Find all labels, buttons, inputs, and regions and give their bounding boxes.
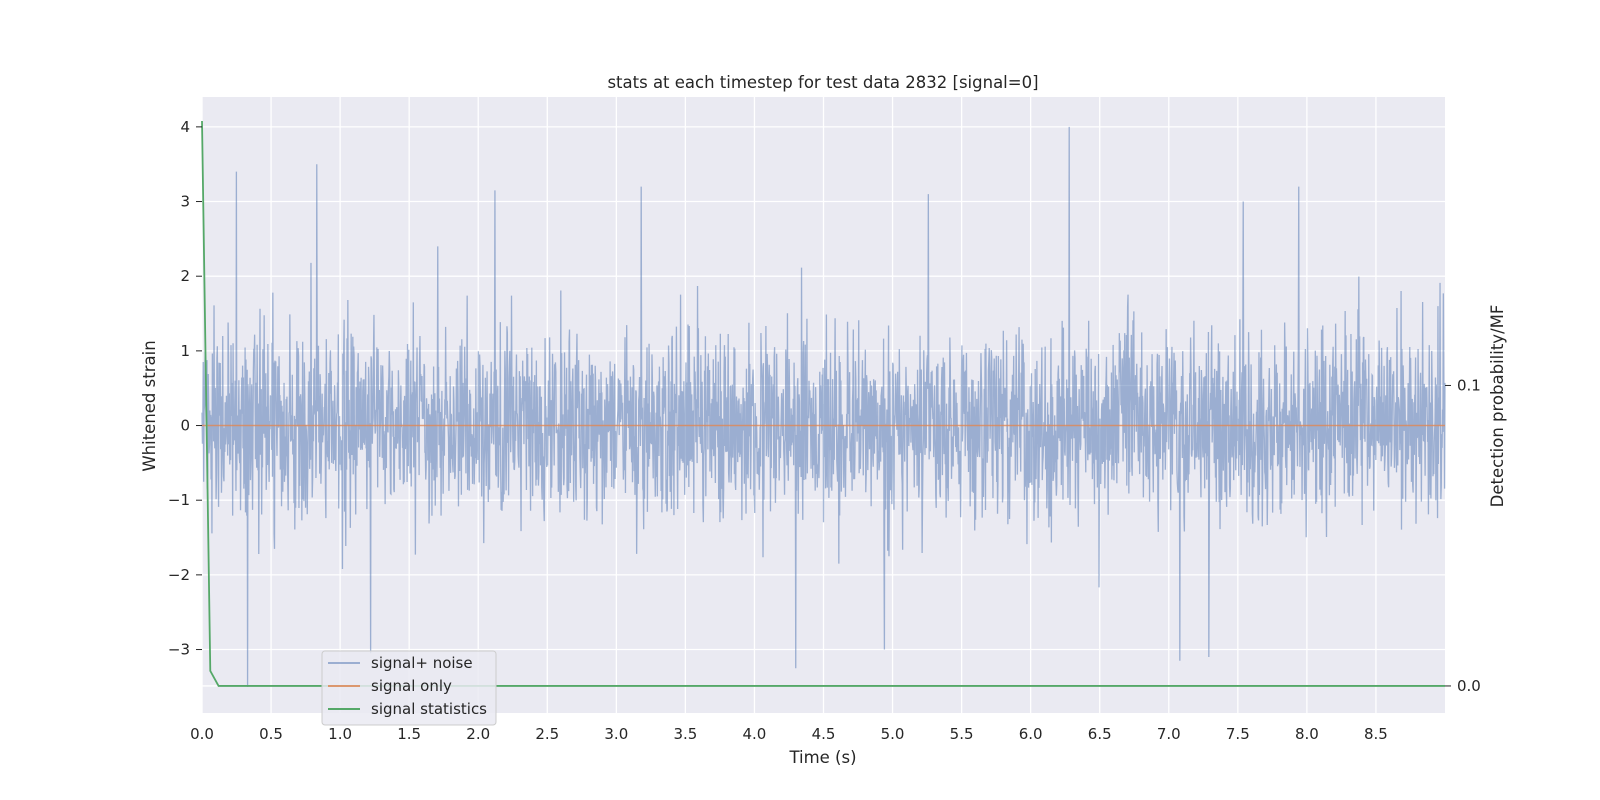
x-tick-label-1: 0.5	[259, 725, 283, 743]
x-tick-label-16: 8.0	[1295, 725, 1319, 743]
legend-label-signal-noise: signal+ noise	[371, 654, 473, 672]
y-tick-label-6: 3	[180, 193, 190, 211]
x-tick-label-14: 7.0	[1157, 725, 1181, 743]
y-axis-label: Whitened strain	[140, 340, 159, 471]
legend-box	[321, 650, 497, 726]
series-signal-noise	[201, 126, 1446, 687]
x-tick-label-4: 2.0	[466, 725, 490, 743]
x-tick-label-3: 1.5	[397, 725, 421, 743]
series-lines	[201, 121, 1445, 687]
x-tick-label-10: 5.0	[881, 725, 905, 743]
y-tick-label-3: 0	[180, 417, 190, 435]
y2-axis-label: Detection probability/MF	[1488, 305, 1507, 508]
x-tick-label-9: 4.5	[812, 725, 836, 743]
y2-tick-label-1: 0.1	[1457, 376, 1481, 394]
chart-title: stats at each timestep for test data 283…	[607, 73, 1038, 92]
y-tick-label-2: −1	[168, 491, 190, 509]
y-ticks: −3 −2 −1 0 1 2 3 4	[168, 118, 202, 659]
legend-label-signal-only: signal only	[371, 677, 452, 695]
x-tick-label-8: 4.0	[743, 725, 767, 743]
y2-tick-label-0: 0.0	[1457, 677, 1481, 695]
y-tick-label-7: 4	[180, 118, 190, 136]
x-tick-label-5: 2.5	[535, 725, 559, 743]
y-tick-label-0: −3	[168, 641, 190, 659]
x-tick-label-17: 8.5	[1364, 725, 1388, 743]
legend-label-signal-statistics: signal statistics	[371, 700, 487, 718]
x-tick-label-7: 3.5	[673, 725, 697, 743]
y-tick-label-5: 2	[180, 267, 190, 285]
x-tick-label-6: 3.0	[604, 725, 628, 743]
y2-ticks: 0.0 0.1	[1445, 376, 1481, 695]
x-tick-label-2: 1.0	[328, 725, 352, 743]
signal-noise-line	[201, 126, 1446, 687]
x-tick-label-11: 5.5	[950, 725, 974, 743]
x-tick-label-13: 6.5	[1088, 725, 1112, 743]
y-tick-label-4: 1	[180, 342, 190, 360]
x-tick-label-15: 7.5	[1226, 725, 1250, 743]
y-tick-label-1: −2	[168, 566, 190, 584]
x-ticks: 0.0 0.5 1.0 1.5 2.0 2.5 3.0 3.5 4.0 4.5 5.0 5.5 6.0 6…	[190, 725, 1388, 743]
x-axis-label: Time (s)	[788, 748, 856, 767]
legend: signal+ noise signal only signal statist…	[321, 650, 497, 726]
x-tick-label-12: 6.0	[1019, 725, 1043, 743]
signal-statistics-line	[201, 121, 1445, 687]
x-tick-label-0: 0.0	[190, 725, 214, 743]
